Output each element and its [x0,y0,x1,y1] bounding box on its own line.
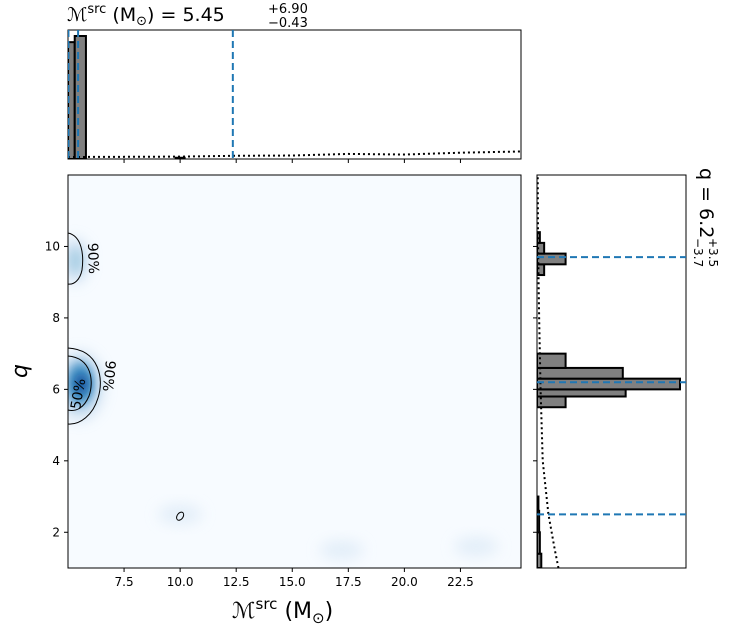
mchirp-hist-bar [174,156,186,159]
contour-label-90-upper: 90% [84,243,101,275]
density-peak [74,372,89,395]
right-title-err-up: +3.5 [706,238,720,267]
mchirp-hist-bar [73,35,87,159]
right-title-err-down: −3.7 [691,238,705,267]
top-title-symbol: ℳ [67,4,87,26]
x-tick-label: 10.0 [167,575,194,589]
x-axis-label-unit: (M [284,599,312,624]
q-hist-bar [537,495,540,512]
right-title: q = 6.2 [695,168,717,238]
top-marginal-panel [67,29,522,160]
q-hist-bar [537,377,681,391]
density-blob [319,540,364,561]
x-tick-label: 22.5 [447,575,474,589]
top-title-err-down: −0.43 [268,16,308,31]
x-axis-label-sup: src [256,595,278,613]
right-title-group: q = 6.2 +3.5 −3.7 [691,168,720,267]
contour-label-90-lower: 90% [99,360,118,393]
y-tick-label: 8 [52,311,60,325]
y-tick-label: 4 [52,454,60,468]
contour-label-50: 50% [68,377,89,410]
y-tick-label: 2 [52,525,60,539]
top-panel-frame [67,29,522,160]
density-blob [158,504,203,525]
top-title-unit-close: ) [147,4,154,26]
top-title-unit: (M [112,4,136,26]
y-tick-label: 6 [52,382,60,396]
top-title: ℳsrc (M⊙) = 5.45 [67,2,225,29]
density-core [68,248,83,273]
x-axis-label-symbol: ℳ [232,599,256,624]
contour-90-lower [68,347,101,425]
x-tick-label: 15.0 [279,575,306,589]
x-tick-label: 17.5 [335,575,362,589]
q-hist-bar [537,531,541,555]
contour-small-loop [176,511,185,521]
main-panel-frame [67,174,522,569]
x-tick-label: 7.5 [115,575,134,589]
q-prior-line [537,175,560,568]
q-hist-bar [537,352,567,369]
x-tick-label: 12.5 [223,575,250,589]
contour-90-upper [68,232,84,285]
y-tick-label: 10 [45,239,60,253]
q-hist-bar [537,388,627,398]
top-title-unit-sub: ⊙ [136,14,147,29]
contour-50-lower [68,355,92,411]
mchirp-prior-line [68,150,521,158]
top-title-sup: src [87,2,106,17]
right-marginal-panel [533,174,687,569]
q-hist-bar [537,252,567,266]
q-hist-bar [537,552,543,568]
x-axis-label: ℳsrc (M⊙) [232,595,333,627]
top-title-value: = 5.45 [154,4,224,26]
y-axis-label: q [8,364,33,378]
top-title-err-up: +6.90 [268,2,308,17]
x-tick-label: 20.0 [391,575,418,589]
x-axis-label-unit-sub: ⊙ [312,609,325,627]
q-hist-bar [537,366,624,380]
x-axis-label-unit-close: ) [325,599,334,624]
density-blob [454,536,499,557]
main-density-panel: 90% 50% 90% 7.5 10.0 12.5 15.0 17.5 20.0 22.5 2 4 6… [45,159,522,589]
main-panel-background [68,175,521,568]
